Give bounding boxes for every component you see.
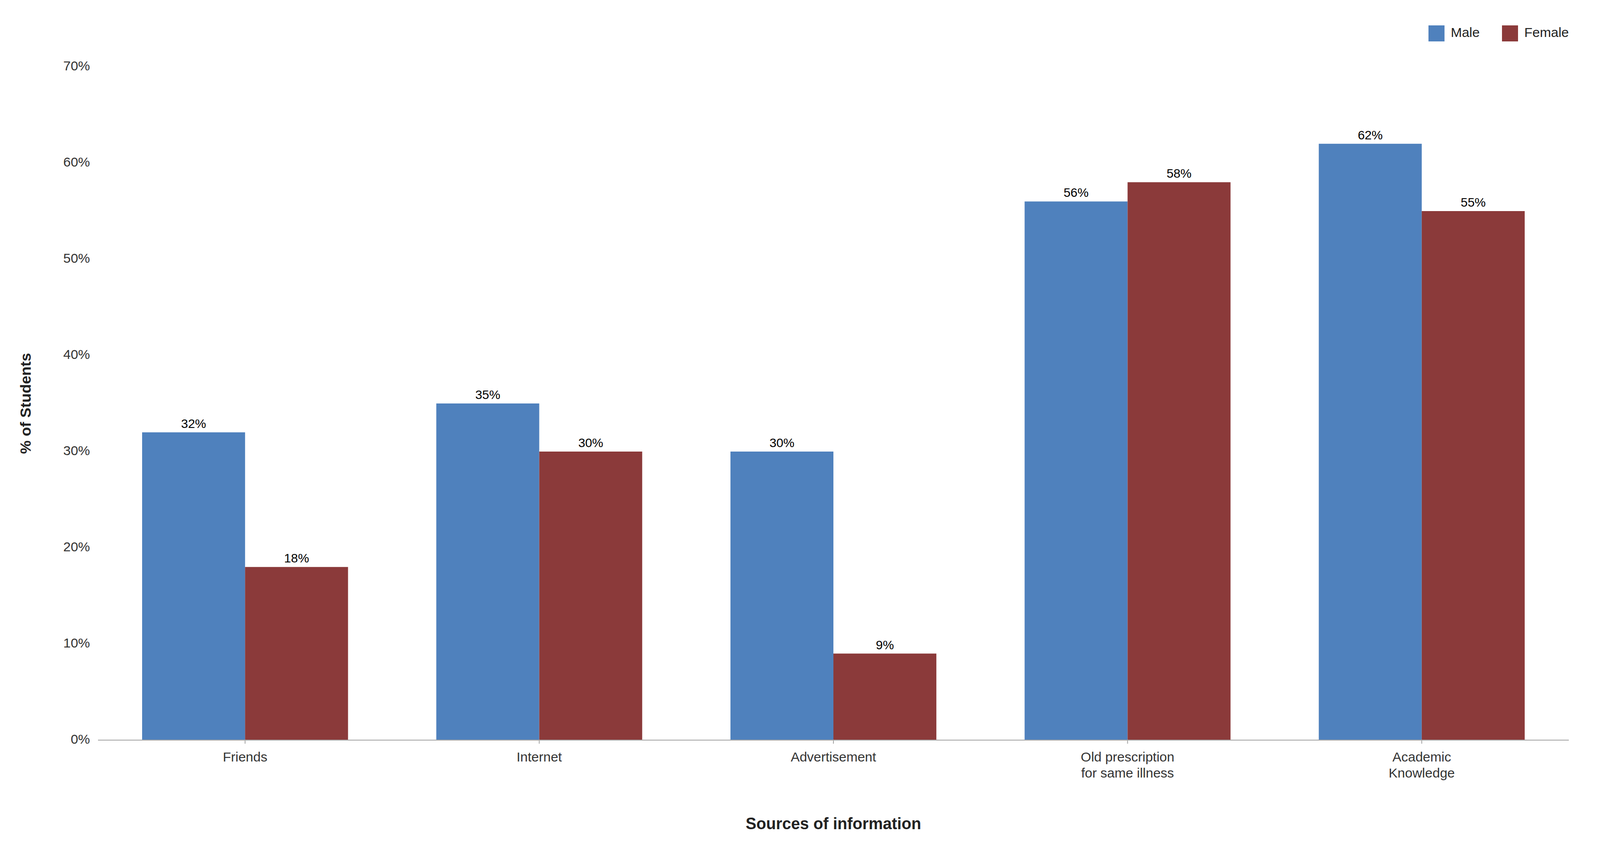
bar [436, 403, 539, 741]
data-label: 30% [578, 436, 604, 450]
bar [1127, 182, 1231, 741]
x-axis-title: Sources of information [745, 814, 922, 833]
x-tick-label: Internet [516, 749, 563, 765]
x-tick [1421, 740, 1423, 744]
data-label: 9% [875, 638, 894, 653]
y-tick-label: 10% [63, 635, 90, 651]
bar [1024, 201, 1128, 741]
y-tick-label: 70% [63, 58, 90, 74]
x-tick-label: Old prescriptionfor same illness [1080, 749, 1175, 781]
data-label: 35% [475, 387, 501, 402]
x-tick-label: AcademicKnowledge [1388, 749, 1455, 781]
data-label: 55% [1460, 195, 1486, 210]
series-bars [142, 143, 1422, 741]
y-tick-label: 30% [63, 443, 90, 458]
bar [1318, 143, 1422, 741]
data-label: 56% [1063, 185, 1089, 200]
data-label: 62% [1357, 128, 1383, 143]
bar [539, 451, 643, 741]
x-tick [244, 740, 246, 744]
x-tick-label-line: Academic [1392, 749, 1452, 765]
x-tick-label-line: Knowledge [1388, 765, 1455, 781]
data-label: 18% [284, 551, 310, 566]
x-tick-label-line: for same illness [1081, 765, 1174, 781]
y-tick-label: 50% [63, 250, 90, 266]
page: {"chart_data": { "type": "bar", "categor… [0, 0, 1600, 847]
y-tick-label: 60% [63, 154, 90, 170]
bar [1421, 211, 1525, 741]
data-label: 30% [769, 436, 795, 450]
x-tick-label: Friends [222, 749, 268, 765]
x-tick [832, 740, 834, 744]
y-axis: 0% 10% 20% 30% 40% 50% 60% 70% [63, 58, 90, 747]
data-labels: 32% 35% 30% 56% 62% 18% 30% 9% 58% 55% [181, 128, 1486, 653]
legend-label: Female [1524, 24, 1569, 40]
legend: Male Female [1428, 24, 1569, 42]
bar [730, 451, 834, 741]
x-tick-label-line: Internet [516, 749, 563, 765]
y-tick-label: 40% [63, 346, 90, 362]
data-label: 32% [181, 416, 207, 431]
legend-swatch [1428, 25, 1445, 42]
data-label: 58% [1166, 166, 1192, 181]
x-tick-label: Advertisement [790, 749, 877, 765]
series-bars [244, 182, 1525, 741]
bar [142, 432, 245, 741]
y-tick-label: 20% [63, 539, 90, 555]
y-axis-title: % of Students [16, 353, 34, 455]
bars [142, 143, 1525, 741]
x-tick-label-line: Friends [222, 749, 268, 765]
bar [833, 653, 937, 741]
legend-swatch [1502, 25, 1519, 42]
x-tick-label-line: Advertisement [790, 749, 877, 765]
x-tick-label-line: Old prescription [1080, 749, 1175, 765]
bar [244, 567, 348, 741]
y-tick-label: 0% [70, 731, 90, 747]
legend-item: Male [1428, 24, 1480, 42]
legend-label: Male [1450, 24, 1480, 40]
legend-item: Female [1502, 24, 1569, 42]
x-tick [1126, 740, 1128, 744]
x-axis: Friends Internet Advertisement Old prescrip… [97, 740, 1569, 781]
chart: 0% 10% 20% 30% 40% 50% 60% 70% 32% 35% 30% 56% 62% 18… [0, 0, 1600, 847]
x-tick [538, 740, 540, 744]
